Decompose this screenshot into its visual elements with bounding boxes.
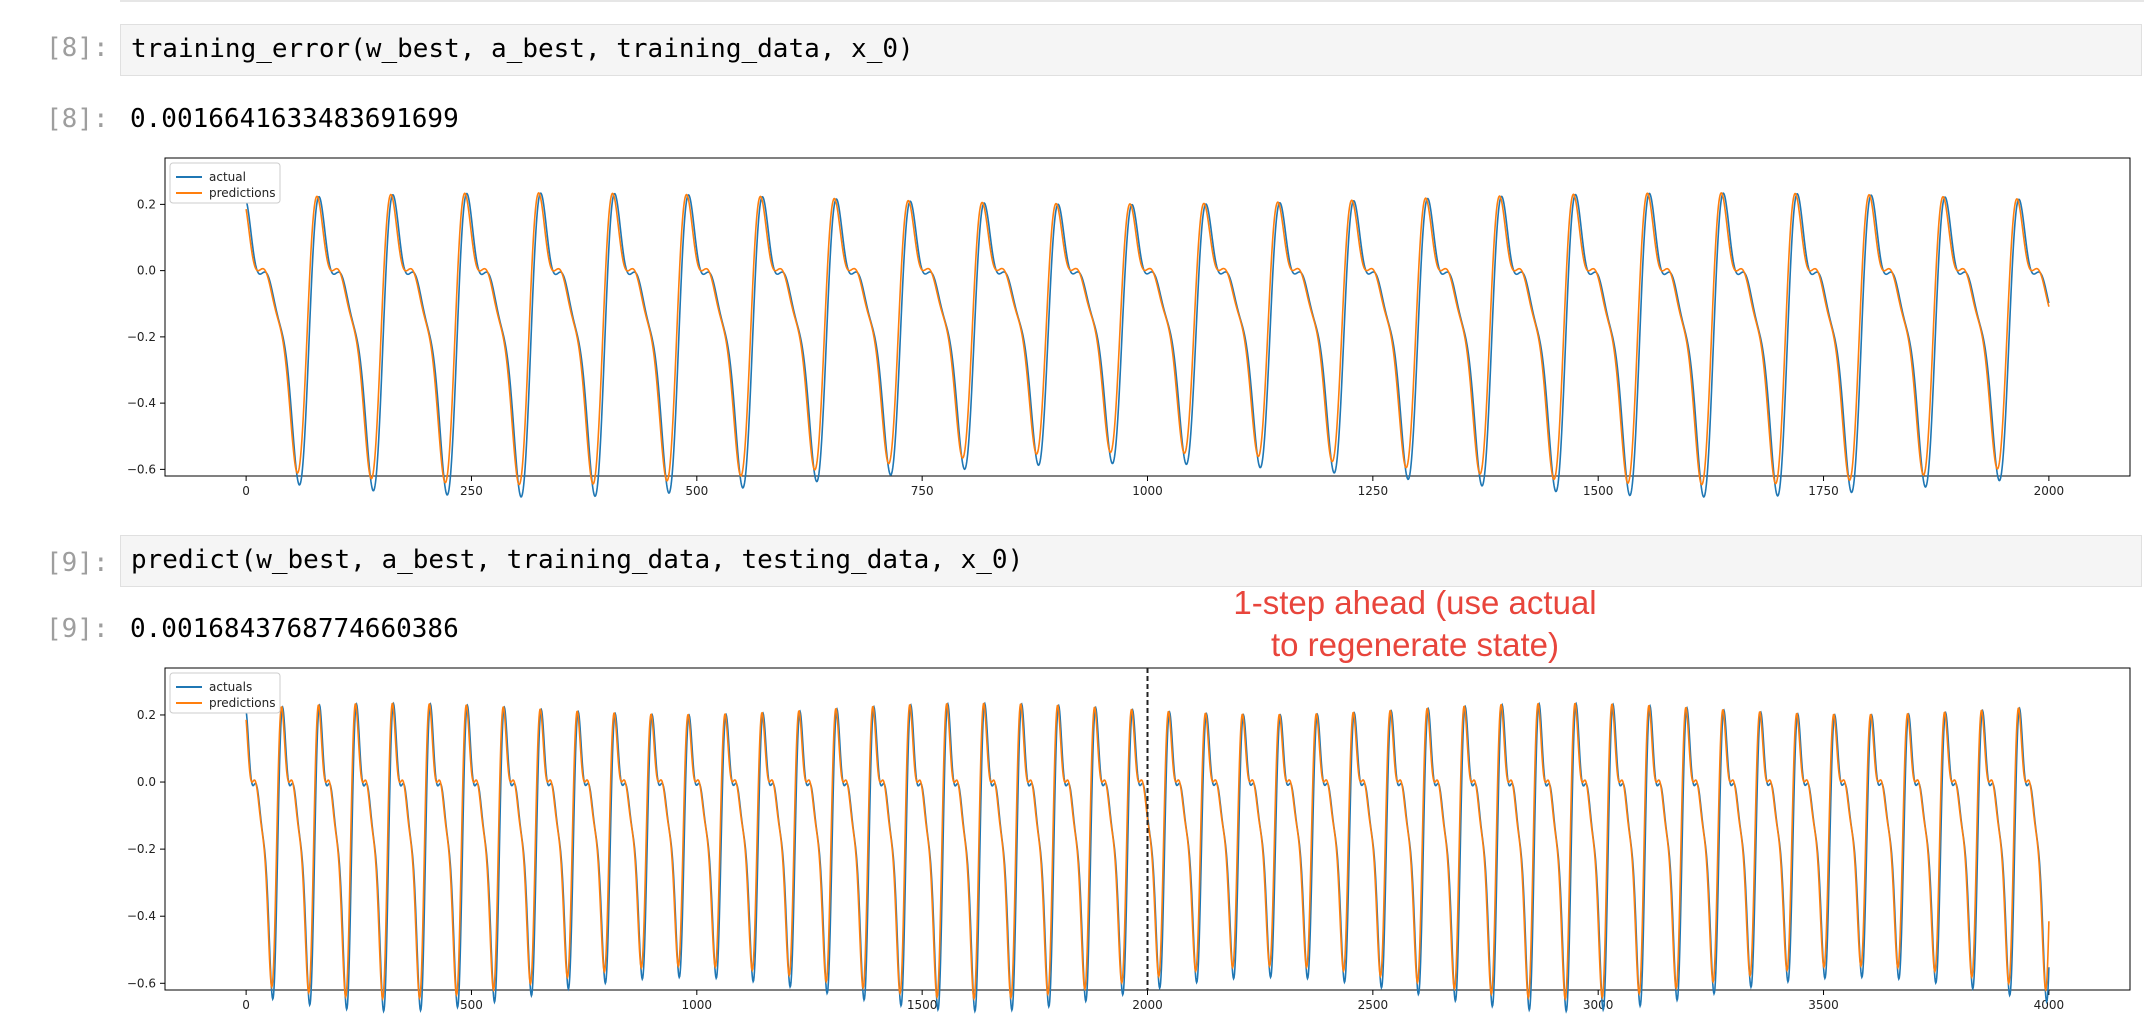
series-line-predictions bbox=[245, 702, 2050, 1002]
prediction-chart: 0.2 0.0 −0.2 −0.4 −0.6 0 500 1000 1500 2000 2500 30… bbox=[127, 667, 2131, 1014]
output-value-8: 0.0016641633483691699 bbox=[130, 104, 459, 134]
x-tick-label: 500 bbox=[685, 484, 708, 498]
plot-frame bbox=[164, 157, 2131, 477]
series-line-predictions bbox=[245, 192, 2050, 486]
x-tick-label: 1250 bbox=[1358, 484, 1389, 498]
code-cell-9[interactable]: predict(w_best, a_best, training_data, t… bbox=[120, 535, 2142, 587]
y-tick-label: 0.2 bbox=[137, 708, 156, 722]
x-tick-label: 1000 bbox=[682, 998, 713, 1012]
output-value-9: 0.0016843768774660386 bbox=[130, 614, 459, 644]
legend-label-actual: actual bbox=[209, 170, 246, 184]
input-prompt-8: [8]: bbox=[46, 33, 109, 63]
y-tick-label: −0.2 bbox=[127, 330, 156, 344]
x-tick-label: 4000 bbox=[2034, 998, 2065, 1012]
x-tick-label: 250 bbox=[460, 484, 483, 498]
annotation-line-1: 1-step ahead (use actual bbox=[1233, 584, 1597, 621]
x-tick-label: 0 bbox=[242, 998, 250, 1012]
legend-label-predictions: predictions bbox=[209, 696, 275, 710]
input-prompt-9: [9]: bbox=[46, 548, 109, 578]
output-prompt-9: [9]: bbox=[46, 614, 109, 644]
legend: actuals predictions bbox=[169, 672, 281, 714]
y-tick-label: −0.4 bbox=[127, 396, 156, 410]
x-tick-label: 1500 bbox=[1583, 484, 1614, 498]
x-tick-label: 2500 bbox=[1358, 998, 1389, 1012]
annotation-line-2: to regenerate state) bbox=[1270, 626, 1559, 663]
code-text-8[interactable]: training_error(w_best, a_best, training_… bbox=[131, 34, 914, 64]
x-tick-label: 2000 bbox=[2034, 484, 2065, 498]
legend-label-actuals: actuals bbox=[209, 680, 252, 694]
x-tick-label: 3500 bbox=[1808, 998, 1839, 1012]
legend-label-predictions: predictions bbox=[209, 186, 275, 200]
series-line-actual bbox=[245, 192, 2050, 498]
training-chart: 0.2 0.0 −0.2 −0.4 −0.6 0 250 500 750 1000 1250 1500… bbox=[127, 157, 2131, 498]
x-tick-label: 1500 bbox=[907, 998, 938, 1012]
legend: actual predictions bbox=[169, 162, 281, 204]
x-tick-label: 1750 bbox=[1808, 484, 1839, 498]
code-text-9[interactable]: predict(w_best, a_best, training_data, t… bbox=[131, 545, 1024, 575]
previous-cell-border bbox=[120, 0, 2144, 2]
y-tick-label: −0.2 bbox=[127, 842, 156, 856]
x-tick-label: 500 bbox=[460, 998, 483, 1012]
y-tick-label: 0.0 bbox=[137, 264, 156, 278]
x-tick-label: 1000 bbox=[1132, 484, 1163, 498]
code-cell-8[interactable]: training_error(w_best, a_best, training_… bbox=[120, 24, 2142, 76]
x-tick-label: 0 bbox=[242, 484, 250, 498]
y-tick-label: −0.6 bbox=[127, 976, 156, 990]
x-tick-label: 3000 bbox=[1583, 998, 1614, 1012]
annotation-text: 1-step ahead (use actual to regenerate s… bbox=[1185, 582, 1645, 666]
x-tick-label: 750 bbox=[911, 484, 934, 498]
y-tick-label: 0.0 bbox=[137, 775, 156, 789]
x-tick-label: 2000 bbox=[1132, 998, 1163, 1012]
output-prompt-8: [8]: bbox=[46, 104, 109, 134]
y-tick-label: −0.4 bbox=[127, 909, 156, 923]
y-tick-label: −0.6 bbox=[127, 462, 156, 476]
y-tick-label: 0.2 bbox=[137, 197, 156, 211]
